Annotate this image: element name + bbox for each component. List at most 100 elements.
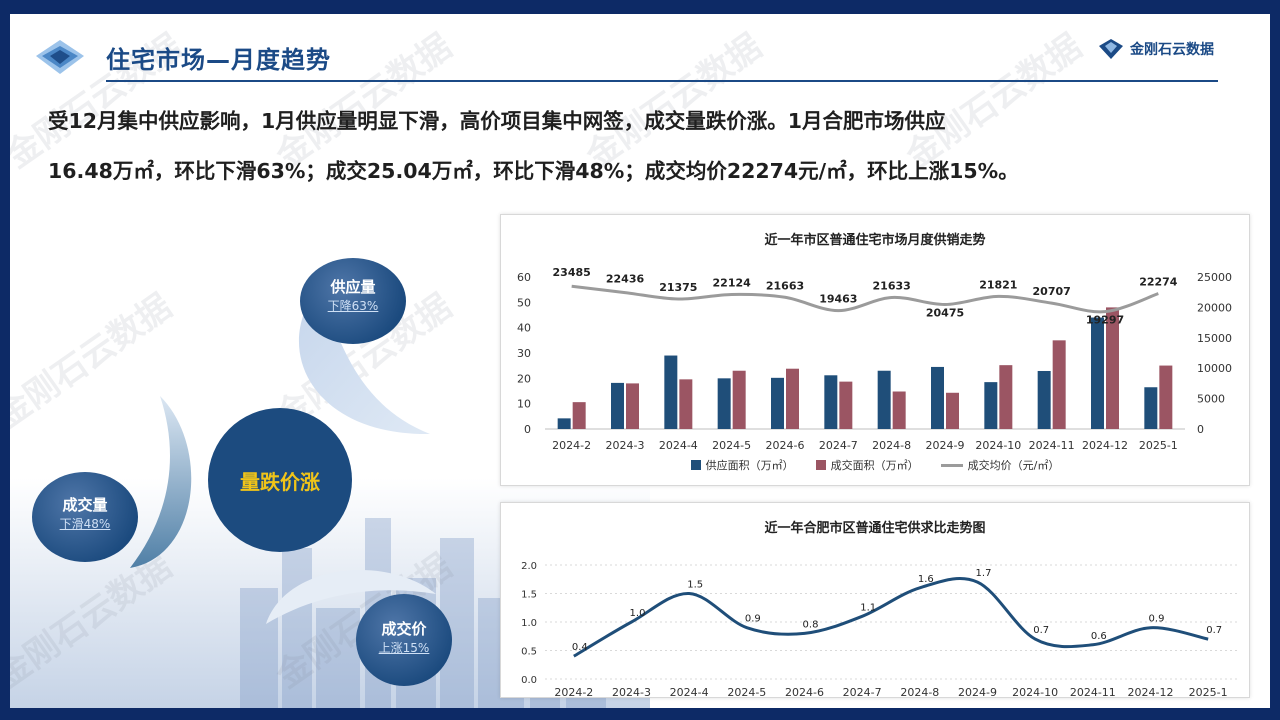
ratio-data-label: 1.0 bbox=[630, 608, 646, 619]
supply-bar bbox=[1091, 317, 1104, 429]
chart1-y-right-tick: 0 bbox=[1197, 423, 1204, 436]
chart1-y-left-tick: 20 bbox=[517, 372, 531, 385]
chart2-title: 近一年合肥市区普通住宅供求比走势图 bbox=[764, 521, 986, 536]
legend-supply: 供应面积（万㎡） bbox=[690, 457, 794, 473]
chart1-x-tick: 2024-9 bbox=[926, 439, 965, 452]
price-line bbox=[571, 284, 1159, 314]
ratio-chart: 0.0 0.5 1.0 1.5 2.0 2024-2 2024-3 2024-4 2024-5 2… bbox=[521, 561, 1237, 697]
summary-line-1: 受12月集中供应影响，1月供应量明显下滑，高价项目集中网签，成交量跌价涨。1月合… bbox=[48, 109, 946, 133]
price-change: 上涨15% bbox=[378, 641, 430, 655]
chart1-y-right-tick: 25000 bbox=[1197, 271, 1232, 284]
supply-bar bbox=[1037, 370, 1051, 429]
chart2-x-tick: 2025-1 bbox=[1189, 686, 1228, 697]
petal-bottom-shape bbox=[266, 570, 436, 624]
chart1-y-left-tick: 0 bbox=[524, 423, 531, 436]
chart1-x-tick: 2024-4 bbox=[659, 439, 698, 452]
summary-line-2: 16.48万㎡，环比下滑63%；成交25.04万㎡，环比下滑48%；成交均价22… bbox=[48, 159, 1019, 183]
chart2-x-tick: 2024-7 bbox=[843, 686, 882, 697]
supply-bar bbox=[771, 377, 784, 429]
chart1-x-tick: 2024-8 bbox=[872, 439, 911, 452]
deal-bar bbox=[786, 368, 799, 429]
chart1-y-right-tick: 5000 bbox=[1197, 393, 1225, 406]
chart2-y-tick: 1.5 bbox=[521, 590, 537, 601]
price-data-label: 21821 bbox=[979, 278, 1017, 291]
ratio-data-label: 1.7 bbox=[976, 568, 992, 579]
ratio-data-label: 0.8 bbox=[803, 619, 819, 630]
legend-price-swatch bbox=[940, 463, 963, 467]
legend-price: 成交均价（元/㎡） bbox=[940, 457, 1060, 473]
chart1-x-tick: 2024-11 bbox=[1029, 439, 1075, 452]
page-title: 住宅市场—月度趋势 bbox=[106, 46, 331, 74]
chart1-y-left-tick: 60 bbox=[517, 271, 531, 284]
deal-bar bbox=[572, 402, 586, 429]
chart2-x-tick: 2024-5 bbox=[727, 686, 766, 697]
brand: 金刚石云数据 bbox=[1098, 38, 1214, 60]
price-data-label: 23485 bbox=[553, 266, 591, 279]
ratio-chart-card: 近一年合肥市区普通住宅供求比走势图 0.0 0.5 1.0 1.5 2.0 2024-2 2… bbox=[500, 502, 1250, 698]
chart1-legend: 供应面积（万㎡） 成交面积（万㎡） 成交均价（元/㎡） bbox=[501, 457, 1249, 473]
chart2-y-tick: 0.5 bbox=[521, 647, 537, 658]
summary-text: 受12月集中供应影响，1月供应量明显下滑，高价项目集中网签，成交量跌价涨。1月合… bbox=[48, 96, 1238, 196]
price-data-label: 20707 bbox=[1033, 285, 1071, 298]
price-data-label: 21663 bbox=[766, 279, 804, 292]
deal-bar bbox=[839, 381, 853, 429]
brand-logo-icon bbox=[1099, 39, 1123, 59]
chart1-x-tick: 2024-6 bbox=[766, 439, 805, 452]
supply-change: 下降63% bbox=[327, 299, 379, 313]
supply-bar bbox=[931, 366, 944, 429]
supply-bar bbox=[611, 382, 624, 429]
ratio-line bbox=[573, 577, 1209, 658]
chart1-x-tick: 2024-7 bbox=[819, 439, 858, 452]
chart2-x-tick: 2024-8 bbox=[900, 686, 939, 697]
chart2-x-tick: 2024-6 bbox=[785, 686, 824, 697]
slide: 金刚石云数据 金刚石云数据 金刚石云数据 金刚石云数据 金刚石云数据 金刚石云数… bbox=[10, 14, 1270, 708]
chart1-y-left-tick: 10 bbox=[517, 398, 531, 411]
legend-price-label: 成交均价（元/㎡） bbox=[967, 459, 1060, 472]
deal-bar bbox=[946, 392, 959, 429]
deal-bar bbox=[1159, 365, 1173, 429]
supply-bar bbox=[664, 355, 678, 429]
chart1-x-tick: 2024-3 bbox=[606, 439, 645, 452]
supply-deal-chart-card: 近一年市区普通住宅市场月度供销走势 0 10 20 30 40 50 60 0 5000 1000… bbox=[500, 214, 1250, 486]
supply-deal-chart: 0 10 20 30 40 50 60 0 5000 10000 15000 20000 25000 20… bbox=[517, 266, 1232, 452]
ratio-data-label: 1.1 bbox=[860, 602, 876, 613]
chart2-y-tick: 2.0 bbox=[521, 561, 537, 572]
chart1-x-tick: 2025-1 bbox=[1139, 439, 1178, 452]
deal-bar bbox=[999, 365, 1013, 429]
ratio-data-label: 0.9 bbox=[745, 614, 761, 625]
brand-name: 金刚石云数据 bbox=[1130, 42, 1214, 58]
chart1-x-tick: 2024-12 bbox=[1082, 439, 1128, 452]
supply-bar bbox=[824, 375, 838, 429]
legend-deal: 成交面积（万㎡） bbox=[815, 457, 919, 473]
price-title: 成交价 bbox=[381, 620, 427, 638]
chart2-x-tick: 2024-2 bbox=[554, 686, 593, 697]
chart1-y-left-tick: 40 bbox=[517, 322, 531, 335]
petal-left-shape bbox=[130, 396, 192, 568]
chart2-x-tick: 2024-10 bbox=[1012, 686, 1058, 697]
chart1-x-tick: 2024-5 bbox=[712, 439, 751, 452]
diamond-logo-icon bbox=[36, 40, 84, 74]
chart2-x-tick: 2024-11 bbox=[1070, 686, 1116, 697]
supply-bubble: 供应量 下降63% bbox=[300, 258, 406, 344]
deal-bar bbox=[626, 383, 639, 429]
deal-bar bbox=[732, 370, 746, 429]
supply-bar bbox=[984, 382, 998, 429]
supply-title: 供应量 bbox=[330, 278, 376, 296]
ratio-data-label: 0.7 bbox=[1033, 625, 1049, 636]
deal-bar bbox=[1052, 340, 1066, 429]
deal-bar bbox=[679, 379, 693, 429]
volume-bubble: 成交量 下滑48% bbox=[32, 472, 138, 562]
price-bubble: 成交价 上涨15% bbox=[356, 594, 452, 686]
deal-bar bbox=[892, 391, 906, 429]
legend-deal-swatch bbox=[815, 460, 826, 470]
chart1-y-right-tick: 10000 bbox=[1197, 362, 1232, 375]
chart2-x-tick: 2024-3 bbox=[612, 686, 651, 697]
price-data-label: 22124 bbox=[713, 276, 752, 289]
chart1-title: 近一年市区普通住宅市场月度供销走势 bbox=[764, 233, 986, 248]
deal-bar bbox=[1106, 307, 1119, 429]
chart1-y-right-tick: 15000 bbox=[1197, 332, 1232, 345]
ratio-data-label: 0.4 bbox=[572, 642, 588, 653]
chart2-x-tick: 2024-9 bbox=[958, 686, 997, 697]
supply-bar bbox=[877, 370, 891, 429]
legend-supply-label: 供应面积（万㎡） bbox=[705, 459, 794, 472]
